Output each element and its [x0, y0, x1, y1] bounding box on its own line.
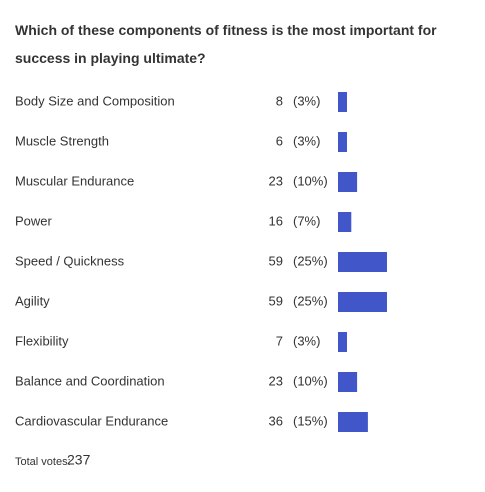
vote-percent: (3%) — [293, 333, 320, 348]
option-label: Body Size and Composition — [15, 93, 175, 108]
option-label: Agility — [15, 293, 50, 308]
bar — [338, 92, 347, 112]
vote-count: 36 — [269, 413, 283, 428]
vote-percent: (25%) — [293, 253, 328, 268]
vote-percent: (7%) — [293, 213, 320, 228]
option-label: Speed / Quickness — [15, 253, 125, 268]
option-label: Power — [15, 213, 53, 228]
bar — [338, 212, 352, 232]
vote-count: 23 — [269, 173, 283, 188]
vote-count: 7 — [276, 333, 283, 348]
bar — [338, 412, 368, 432]
option-label: Flexibility — [15, 333, 69, 348]
chart-title: Which of these components of fitness is … — [15, 22, 437, 66]
vote-count: 59 — [269, 253, 283, 268]
vote-count: 8 — [276, 93, 283, 108]
bar — [338, 292, 387, 312]
bar — [338, 372, 358, 392]
vote-percent: (3%) — [293, 133, 320, 148]
vote-count: 6 — [276, 133, 283, 148]
title-box: Which of these components of fitness is … — [15, 22, 437, 66]
vote-percent: (10%) — [293, 173, 328, 188]
vote-percent: (15%) — [293, 413, 328, 428]
vote-percent: (3%) — [293, 93, 320, 108]
total-votes: 237 — [67, 452, 91, 468]
bar — [338, 132, 347, 152]
option-label: Balance and Coordination — [15, 373, 165, 388]
bar — [338, 252, 387, 272]
vote-percent: (10%) — [293, 373, 328, 388]
total-label: Total votes: — [15, 456, 71, 468]
vote-percent: (25%) — [293, 293, 328, 308]
option-label: Muscle Strength — [15, 133, 109, 148]
vote-count: 59 — [269, 293, 283, 308]
bar — [338, 332, 347, 352]
option-label: Muscular Endurance — [15, 173, 134, 188]
vote-count: 23 — [269, 373, 283, 388]
option-label: Cardiovascular Endurance — [15, 413, 168, 428]
vote-count: 16 — [269, 213, 283, 228]
bar — [338, 172, 358, 192]
